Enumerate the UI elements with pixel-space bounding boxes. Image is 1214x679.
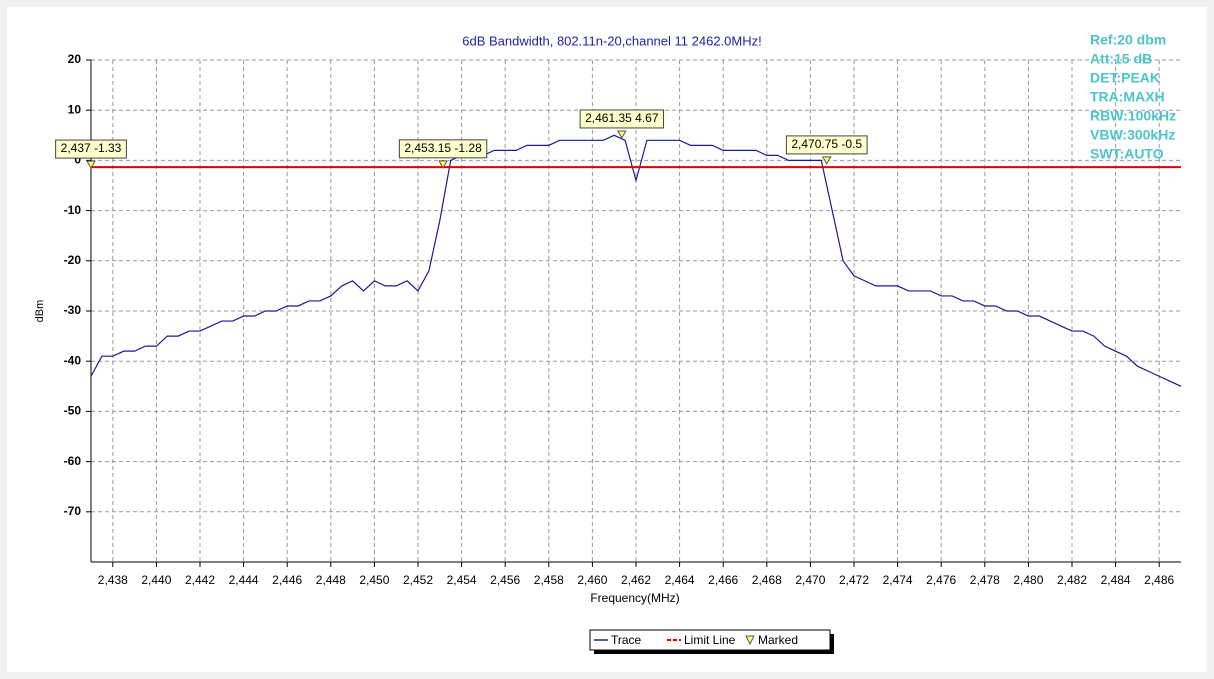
- marker-label-box: [579, 109, 665, 129]
- x-tick-label: 2,466: [708, 573, 738, 587]
- marker-label-text: 2,453.15 -1.28: [404, 141, 482, 155]
- legend-label: Trace: [611, 633, 642, 647]
- y-tick-label: -40: [64, 353, 82, 367]
- marker-label-box: [398, 139, 488, 159]
- marker-label: 2,437 -1.33: [55, 139, 127, 159]
- x-tick-label: 2,448: [316, 573, 346, 587]
- legend-label: Marked: [758, 633, 798, 647]
- y-tick-label: -30: [64, 303, 82, 317]
- info-text: TRA:MAXH: [1090, 89, 1165, 105]
- info-text: VBW:300kHz: [1090, 127, 1175, 143]
- x-tick-label: 2,438: [98, 573, 128, 587]
- x-tick-label: 2,462: [621, 573, 651, 587]
- marker-label-box: [55, 139, 127, 159]
- x-tick-label: 2,486: [1144, 573, 1174, 587]
- x-tick-label: 2,456: [490, 573, 520, 587]
- marker: [438, 160, 448, 169]
- marker: [86, 160, 96, 170]
- marker-label: 2,461.35 4.67: [579, 109, 665, 129]
- x-tick-label: 2,480: [1013, 573, 1043, 587]
- x-tick-label: 2,464: [665, 573, 695, 587]
- y-tick-label: -60: [64, 454, 82, 468]
- info-text: Att:15 dB: [1090, 51, 1152, 67]
- trace-line: [90, 134, 1182, 387]
- x-tick-label: 2,468: [752, 573, 782, 587]
- x-tick-label: 2,450: [359, 573, 389, 587]
- x-tick-label: 2,460: [577, 573, 607, 587]
- legend-label: Limit Line: [684, 633, 736, 647]
- marker-label: 2,453.15 -1.28: [398, 139, 488, 159]
- x-tick-label: 2,474: [883, 573, 913, 587]
- y-tick-label: 20: [68, 52, 82, 66]
- y-tick-label: -20: [64, 253, 82, 267]
- info-text: Ref:20 dbm: [1090, 32, 1166, 48]
- marker-label-text: 2,437 -1.33: [61, 141, 122, 155]
- info-text: RBW:100kHz: [1090, 108, 1176, 124]
- x-tick-label: 2,476: [926, 573, 956, 587]
- x-tick-label: 2,440: [141, 573, 171, 587]
- y-tick-label: -50: [64, 404, 82, 418]
- marker: [616, 130, 627, 139]
- marker-label-box: [785, 135, 868, 155]
- x-tick-label: 2,458: [534, 573, 564, 587]
- y-tick-label: 0: [74, 153, 81, 167]
- x-tick-label: 2,452: [403, 573, 433, 587]
- y-tick-label: -10: [64, 203, 82, 217]
- info-text: DET:PEAK: [1090, 70, 1160, 86]
- x-tick-label: 2,446: [272, 573, 302, 587]
- y-tick-label: 10: [68, 102, 82, 116]
- x-tick-label: 2,444: [229, 573, 259, 587]
- x-tick-label: 2,454: [447, 573, 477, 587]
- marker-label-text: 2,461.35 4.67: [585, 111, 659, 125]
- legend-swatch: [745, 635, 755, 646]
- marker: [821, 156, 832, 165]
- x-axis-label: Frequency(MHz): [590, 591, 679, 605]
- x-tick-label: 2,442: [185, 573, 215, 587]
- marker-label-text: 2,470.75 -0.5: [791, 137, 862, 151]
- x-tick-label: 2,484: [1101, 573, 1131, 587]
- info-text: SWT:AUTO: [1090, 146, 1164, 162]
- x-tick-label: 2,482: [1057, 573, 1087, 587]
- y-tick-label: -70: [64, 504, 82, 518]
- chart-title: 6dB Bandwidth, 802.11n-20,channel 11 246…: [462, 33, 761, 48]
- y-axis-label: dBm: [34, 300, 46, 323]
- x-tick-label: 2,470: [795, 573, 825, 587]
- legend-box: [589, 629, 831, 651]
- x-tick-label: 2,478: [970, 573, 1000, 587]
- marker-label: 2,470.75 -0.5: [785, 135, 868, 155]
- x-tick-label: 2,472: [839, 573, 869, 587]
